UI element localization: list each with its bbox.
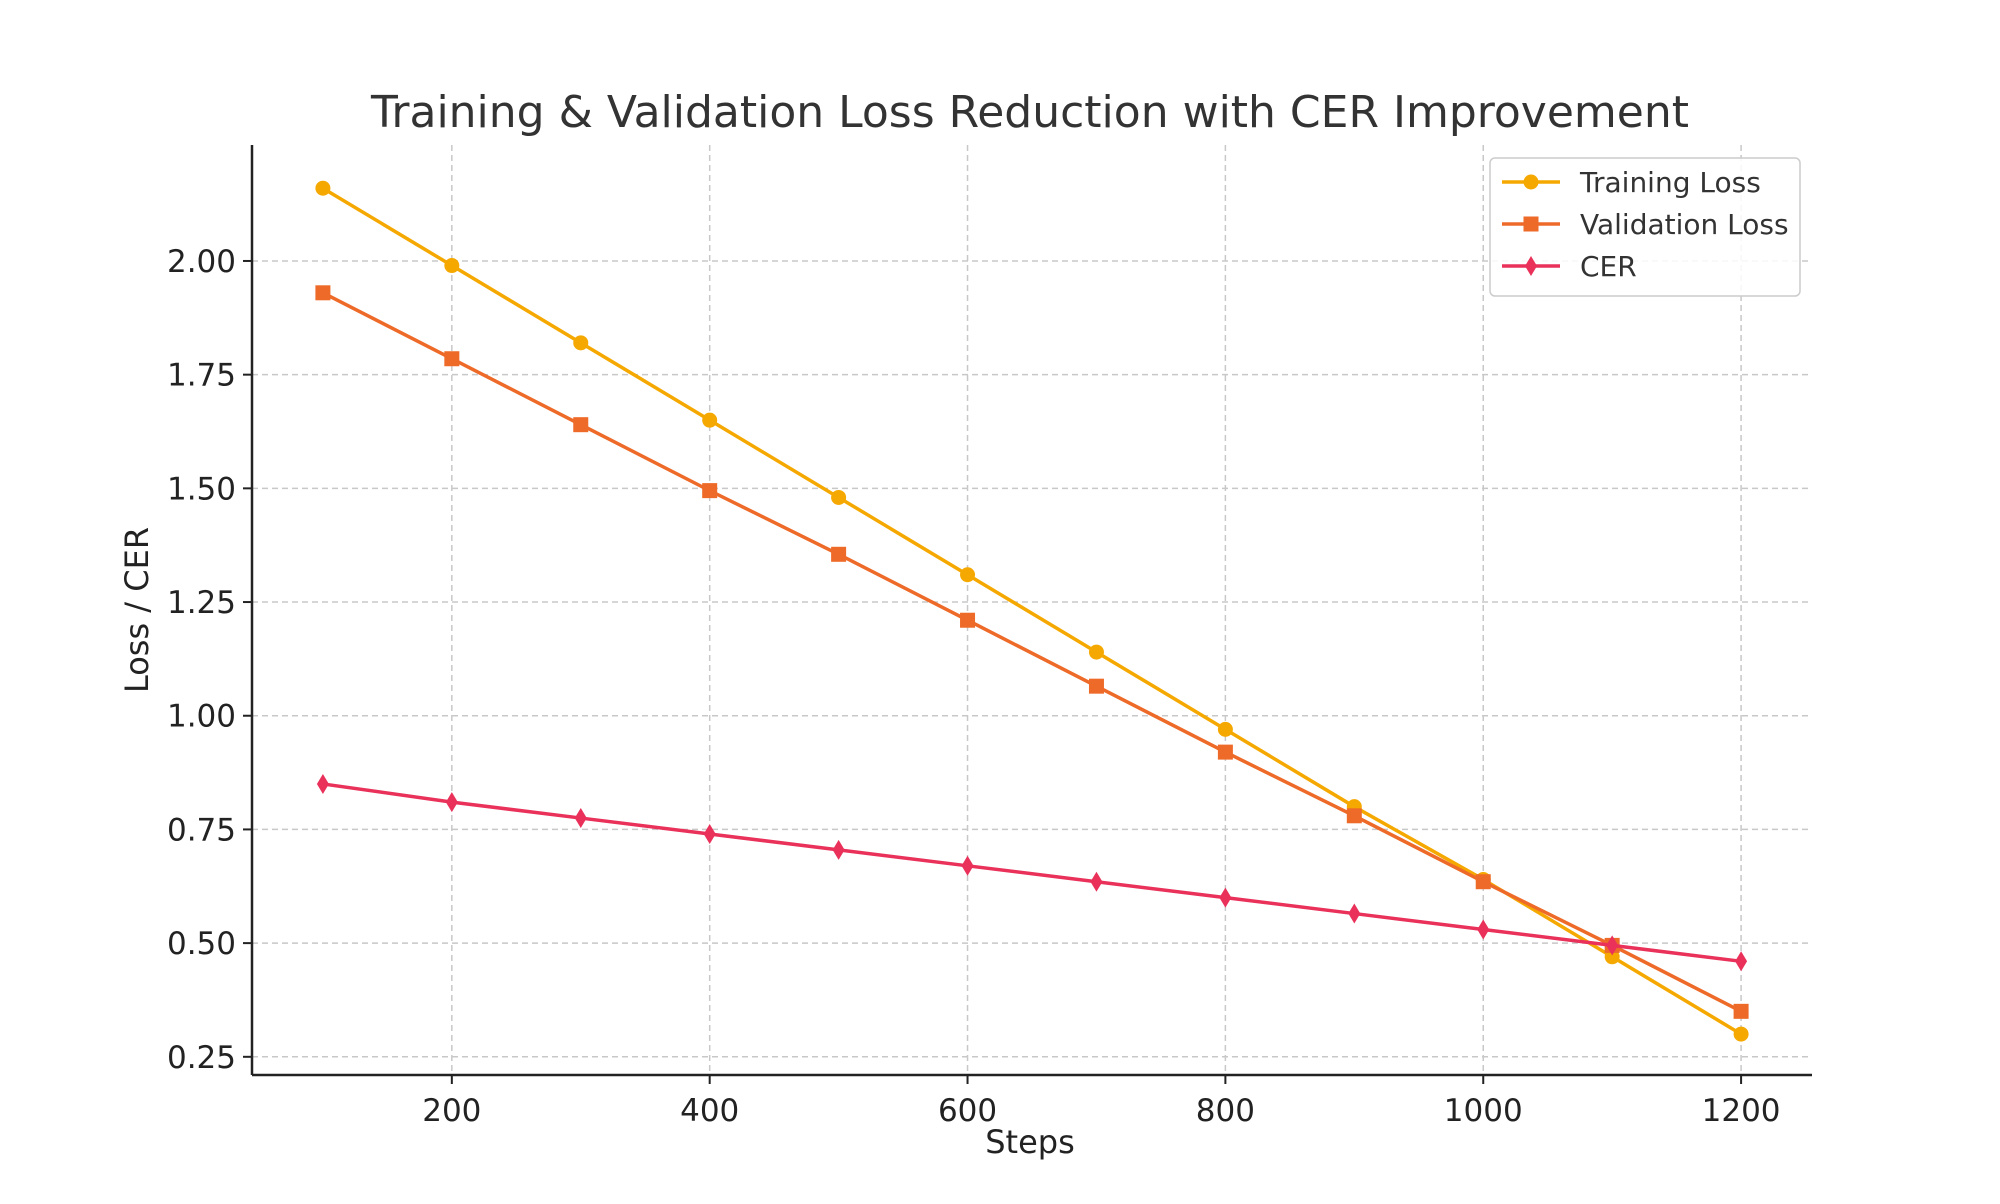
y-tick-label: 1.75 — [167, 358, 236, 394]
y-axis-ticks: 0.25 0.50 0.75 1.00 1.25 1.50 1.75 2.00 — [167, 244, 252, 1076]
data-point — [831, 546, 847, 562]
data-point — [444, 351, 460, 367]
legend: Training Loss Validation Loss CER — [1489, 157, 1801, 297]
x-tick-label: 200 — [422, 1093, 481, 1129]
data-point — [1604, 949, 1620, 965]
legend-marker — [1523, 216, 1539, 232]
series-validation-loss — [315, 285, 1749, 1019]
data-point — [1477, 919, 1490, 940]
data-point — [445, 792, 458, 813]
data-point — [1733, 1026, 1749, 1042]
legend-item: CER — [1502, 250, 1637, 283]
x-tick-label: 1200 — [1702, 1093, 1781, 1129]
data-point — [1348, 903, 1361, 924]
legend-label: Training Loss — [1579, 166, 1761, 199]
legend-marker — [1525, 256, 1537, 276]
data-point — [573, 335, 589, 351]
data-point — [960, 612, 976, 628]
data-point — [961, 855, 974, 876]
data-point — [1217, 721, 1233, 737]
data-point — [1733, 1003, 1749, 1019]
legend-label: CER — [1580, 250, 1637, 283]
data-point — [703, 823, 716, 844]
legend-label: Validation Loss — [1580, 208, 1789, 241]
data-point — [315, 285, 331, 301]
y-tick-label: 0.75 — [167, 812, 236, 848]
y-tick-label: 1.50 — [167, 471, 236, 507]
data-point — [1217, 744, 1233, 760]
data-point — [1475, 874, 1491, 890]
y-axis-label: Loss / CER — [118, 527, 156, 693]
legend-marker — [1523, 174, 1539, 190]
legend-box — [1489, 157, 1801, 297]
data-point — [444, 258, 460, 274]
series-cer — [316, 773, 1748, 972]
data-point — [316, 773, 329, 794]
legend-item: Training Loss — [1502, 166, 1761, 199]
data-point — [573, 417, 589, 433]
x-tick-label: 1000 — [1444, 1093, 1523, 1129]
data-point — [574, 808, 587, 829]
y-tick-label: 1.25 — [167, 585, 236, 621]
data-point — [1088, 644, 1104, 660]
series-line — [322, 782, 1742, 964]
data-point — [1090, 871, 1103, 892]
data-point — [1088, 678, 1104, 694]
y-tick-label: 1.00 — [167, 699, 236, 735]
series-lines — [315, 180, 1749, 1042]
data-point — [1606, 935, 1619, 956]
x-tick-label: 400 — [680, 1093, 739, 1129]
data-point — [1219, 887, 1232, 908]
y-tick-label: 2.00 — [167, 244, 236, 280]
grid-lines — [252, 145, 1812, 1075]
data-point — [702, 412, 718, 428]
data-point — [1346, 808, 1362, 824]
y-tick-label: 0.25 — [167, 1040, 236, 1076]
y-tick-label: 0.50 — [167, 926, 236, 962]
x-axis-label: Steps — [985, 1123, 1075, 1161]
x-tick-label: 600 — [938, 1093, 997, 1129]
data-point — [960, 567, 976, 583]
data-point — [1735, 951, 1748, 972]
series-line — [322, 291, 1742, 1013]
axes — [250, 145, 1812, 1077]
data-point — [315, 180, 331, 196]
legend-item: Validation Loss — [1502, 208, 1789, 241]
data-point — [832, 839, 845, 860]
data-point — [831, 489, 847, 505]
x-axis-ticks: 200 400 600 800 1000 1200 — [422, 1075, 1781, 1129]
data-point — [702, 483, 718, 499]
x-tick-label: 800 — [1196, 1093, 1255, 1129]
chart-title: Training & Validation Loss Reduction wit… — [370, 87, 1689, 138]
